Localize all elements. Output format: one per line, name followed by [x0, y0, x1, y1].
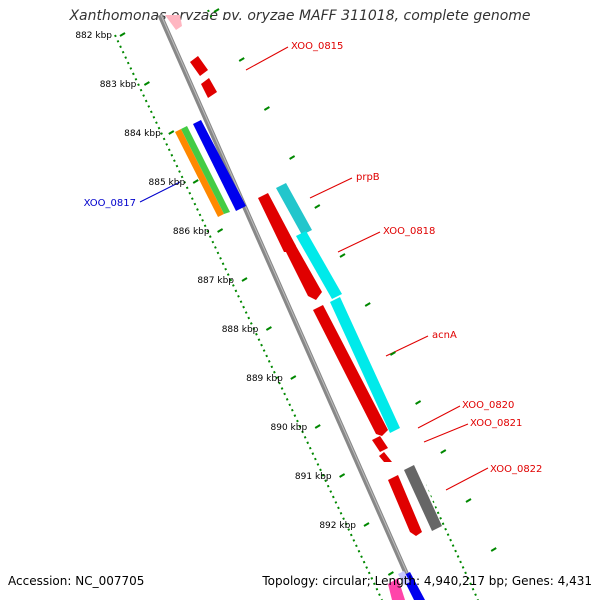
leader-xoo-0820 — [417, 405, 461, 429]
gene-bar-orange — [175, 129, 224, 217]
gene-label-prpb[interactable]: prpB — [356, 172, 380, 183]
scale-tick-label: 890 kbp — [271, 423, 308, 433]
gene-bar-xoo-0818-cyan — [296, 231, 342, 299]
gene-arrow-xoo-0815a — [190, 56, 208, 76]
leader-xoo-0821 — [423, 423, 469, 443]
gene-arrow-xoo-0822 — [388, 475, 422, 536]
gene-label-acna[interactable]: acnA — [432, 330, 457, 341]
accession-text: Accession: NC_007705 — [8, 574, 145, 588]
scale-tick-label: 891 kbp — [295, 472, 332, 482]
genome-backbone-highlight — [160, 14, 420, 600]
gene-label-xoo-0821[interactable]: XOO_0821 — [470, 418, 522, 429]
scale-tick — [119, 32, 126, 37]
scale-tick-outer — [314, 204, 321, 209]
genome-summary-text: Topology: circular; Length: 4,940,217 bp… — [262, 574, 592, 588]
scale-tick-label: 887 kbp — [197, 276, 234, 286]
scale-tick-outer — [389, 351, 396, 356]
scale-tick — [143, 81, 150, 86]
leader-xoo-0818 — [337, 231, 381, 253]
gene-bar-xoo-0822-grey — [404, 465, 442, 531]
gene-arrow-xoo-0821 — [379, 452, 392, 462]
scale-tick — [339, 473, 346, 478]
genome-backbone — [157, 13, 421, 600]
scale-tick — [241, 277, 248, 282]
scale-tick-outer — [465, 498, 472, 503]
scale-tick-outer — [238, 57, 245, 62]
scale-tick-outer — [364, 302, 371, 307]
scale-tick-label: 884 kbp — [124, 129, 161, 139]
scale-tick-label: 885 kbp — [149, 178, 186, 188]
scale-tick — [290, 375, 297, 380]
gene-label-xoo-0822[interactable]: XOO_0822 — [490, 464, 542, 475]
scale-tick — [168, 130, 175, 135]
scale-tick-label: 883 kbp — [100, 80, 137, 90]
scale-tick — [217, 228, 224, 233]
inner-ruler — [114, 34, 383, 600]
gene-arrow-pink — [165, 15, 182, 30]
scale-tick-outer — [490, 547, 497, 552]
gene-label-xoo-0815[interactable]: XOO_0815 — [291, 41, 343, 52]
leader-xoo-0822 — [445, 467, 489, 491]
gene-label-xoo-0817[interactable]: XOO_0817 — [84, 198, 136, 209]
gene-arrow-xoo-0815b — [201, 78, 217, 98]
scale-tick-outer — [440, 449, 447, 454]
gene-bar-prpb-cyan — [276, 183, 312, 235]
scale-tick — [192, 179, 199, 184]
scale-tick-label: 889 kbp — [246, 374, 283, 384]
gene-label-xoo-0818[interactable]: XOO_0818 — [383, 226, 435, 237]
scale-tick-outer — [213, 8, 220, 13]
scale-tick-label: 886 kbp — [173, 227, 210, 237]
gene-arrow-xoo-0820 — [372, 436, 388, 452]
gene-arrow-prpb — [258, 193, 296, 252]
leader-prpb — [309, 177, 353, 199]
gene-label-xoo-0820[interactable]: XOO_0820 — [462, 400, 514, 411]
leader-xoo-0817 — [139, 181, 181, 203]
scale-tick-outer — [263, 106, 270, 111]
gene-arrow-bottom-pink — [388, 578, 405, 600]
scale-tick-label: 888 kbp — [222, 325, 259, 335]
scale-tick — [387, 571, 394, 576]
scale-tick-label: 892 kbp — [319, 521, 356, 531]
scale-tick-outer — [289, 155, 296, 160]
scale-tick — [265, 326, 272, 331]
scale-tick-outer — [415, 400, 422, 405]
gene-arrow-xoo-0818 — [282, 239, 322, 300]
gene-arrow-xoo-0817 — [193, 120, 246, 211]
gene-bar-acna-cyan — [330, 297, 400, 433]
gene-arrow-acna — [313, 305, 388, 436]
scale-tick — [314, 424, 321, 429]
scale-tick — [363, 522, 370, 527]
gene-arrow-bottom-lilac — [398, 571, 410, 585]
gene-bar-green — [181, 126, 230, 214]
scale-tick-label: 882 kbp — [75, 31, 112, 41]
scale-tick-outer — [339, 253, 346, 258]
leader-xoo-0815 — [245, 46, 289, 71]
